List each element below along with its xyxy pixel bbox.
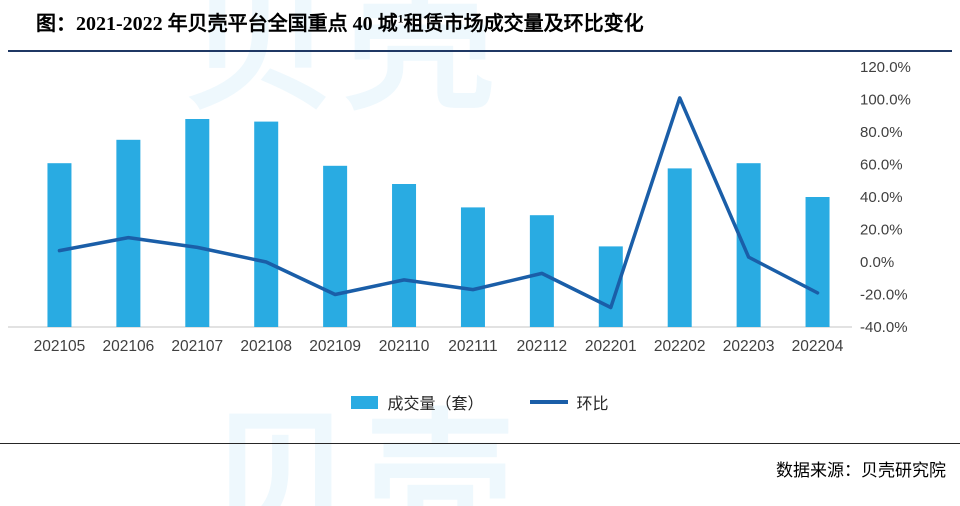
volume-bar (254, 121, 279, 327)
volume-bar (667, 168, 692, 327)
x-axis-label: 202107 (171, 338, 223, 355)
bar-legend-swatch (351, 395, 379, 409)
chart-title-footnote-marker: 1 (397, 11, 404, 26)
right-axis-tick-label: -40.0% (860, 319, 908, 336)
x-axis-label: 202202 (654, 338, 706, 355)
right-axis-tick-label: 100.0% (860, 92, 911, 109)
x-axis-label: 202105 (34, 338, 86, 355)
bar-legend-label: 成交量（套） (387, 396, 484, 413)
mom-change-line (57, 96, 820, 310)
volume-bar (392, 184, 417, 327)
chart-title-main: 图：2021-2022 年贝壳平台全国重点 40 城 (36, 13, 398, 35)
x-axis-label: 202108 (240, 338, 292, 355)
line-legend-label: 环比 (576, 396, 609, 413)
volume-bar (185, 119, 210, 327)
right-axis-tick-label: 80.0% (860, 124, 903, 141)
data-source: 数据来源：贝壳研究院 (776, 461, 946, 480)
footer-divider (0, 443, 960, 444)
volume-bar (323, 165, 348, 327)
right-axis-tick-label: 120.0% (860, 59, 911, 76)
volume-bar (116, 139, 141, 327)
line-legend-swatch (529, 400, 568, 404)
x-axis-label: 202109 (309, 338, 361, 355)
x-axis-label: 202201 (585, 338, 637, 355)
right-axis-tick-label: 0.0% (860, 254, 894, 271)
right-axis-tick-label: 20.0% (860, 222, 903, 239)
right-axis-tick-label: 60.0% (860, 157, 903, 174)
volume-bar (736, 163, 761, 327)
chart-title-rest: 租赁市场成交量及环比变化 (403, 13, 644, 35)
right-axis-tick-label: 40.0% (860, 189, 903, 206)
x-axis-label: 202111 (448, 338, 497, 355)
volume-bar (47, 163, 72, 327)
chart-title: 图：2021-2022 年贝壳平台全国重点 40 城1租赁市场成交量及环比变化 (36, 10, 960, 38)
title-divider (8, 50, 952, 52)
legend-item-mom: 环比 (529, 390, 609, 414)
volume-bar (805, 197, 830, 327)
x-axis-label: 202106 (103, 338, 155, 355)
combo-chart: 120.0% 100.0% 80.0% 60.0% 40.0% 20.0% 0.0% -20.… (8, 59, 911, 355)
volume-bar (529, 215, 554, 327)
chart-legend: 成交量（套） 环比 (0, 387, 960, 417)
x-axis-label: 202203 (723, 338, 775, 355)
x-axis-label: 202204 (792, 338, 844, 355)
x-axis-label: 202110 (379, 338, 430, 355)
x-axis-label: 202112 (517, 338, 568, 355)
legend-item-volume: 成交量（套） (351, 390, 484, 414)
right-axis-tick-label: -20.0% (860, 287, 908, 304)
volume-bar (460, 207, 485, 327)
